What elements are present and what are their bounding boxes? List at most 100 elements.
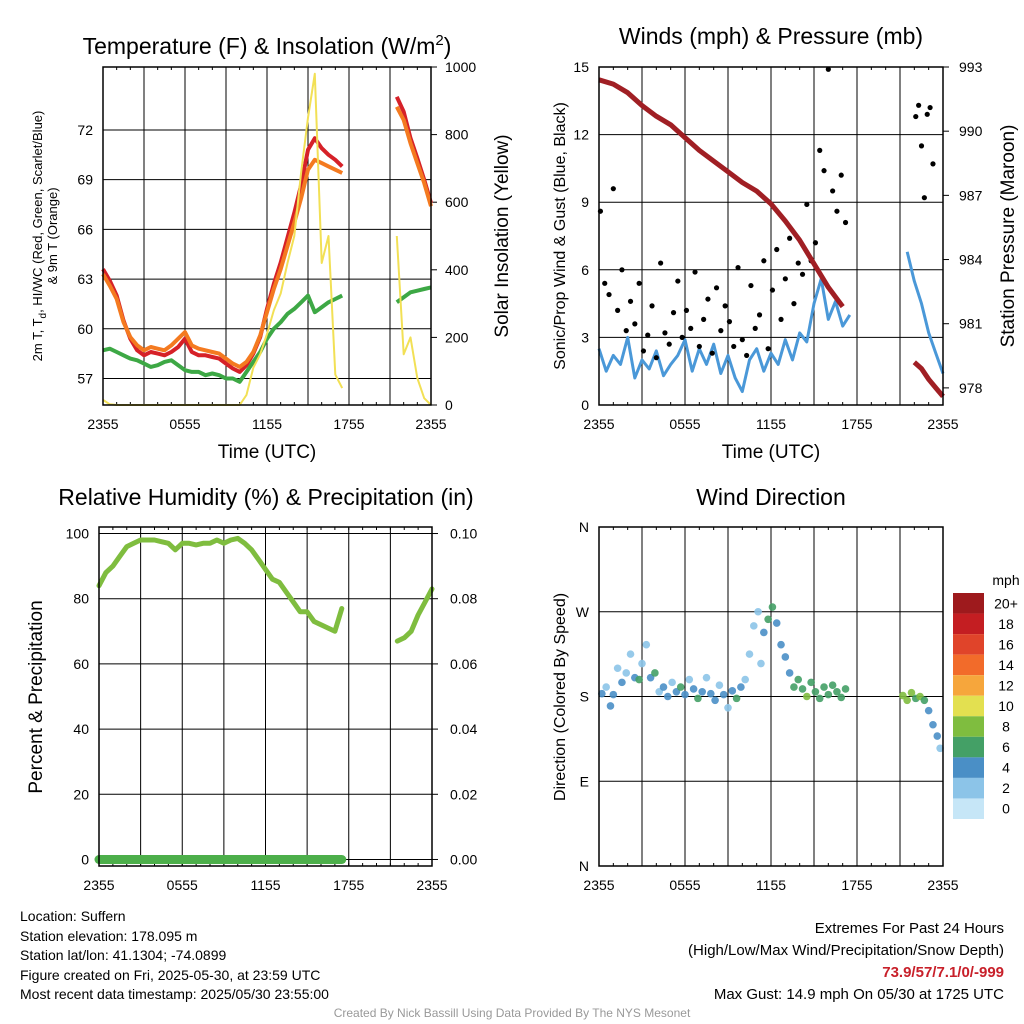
direction-point bbox=[689, 685, 698, 693]
gust-point bbox=[842, 219, 849, 226]
gust-point bbox=[744, 352, 750, 359]
x-tick-label: 1155 bbox=[252, 416, 282, 432]
y-axis-label-left: Percent & Precipitation bbox=[26, 600, 47, 793]
x-tick-label: 2355 bbox=[83, 877, 114, 893]
direction-point bbox=[659, 683, 668, 691]
direction-point bbox=[711, 696, 719, 705]
direction-point bbox=[707, 689, 715, 698]
direction-point bbox=[933, 732, 942, 740]
direction-point bbox=[781, 653, 790, 661]
x-axis-label: Time (UTC) bbox=[218, 442, 317, 463]
plot-border bbox=[598, 526, 944, 867]
y-tick-label: 57 bbox=[77, 370, 93, 386]
direction-point bbox=[837, 693, 846, 702]
series-gust bbox=[597, 66, 936, 361]
direction-point bbox=[664, 692, 672, 701]
y-right-tick-label: 0.02 bbox=[450, 786, 477, 802]
gust-point bbox=[834, 208, 840, 214]
gust-point bbox=[799, 271, 806, 277]
gust-point bbox=[812, 240, 819, 246]
y-tick-label: 63 bbox=[77, 271, 93, 287]
panel-1: 2355 0555 1155 1755 2355 57 60 63 66 69 72 0 200 400 6… bbox=[30, 32, 513, 463]
y-tick-label: 60 bbox=[77, 321, 93, 337]
x-tick-label: 0555 bbox=[167, 877, 198, 893]
colorbar-label: 12 bbox=[998, 677, 1014, 693]
y-right-tick-label: 990 bbox=[959, 123, 983, 139]
gust-point bbox=[615, 307, 621, 313]
max-gust-text: Max Gust: 14.9 mph On 05/30 at 1725 UTC bbox=[713, 986, 1004, 1003]
colorbar-swatch bbox=[953, 736, 984, 758]
gust-point bbox=[913, 113, 919, 120]
panel-2: 2355 0555 1155 1755 2355 0 3 6 9 12 15 978 981 984 987… bbox=[552, 23, 1019, 463]
gust-point bbox=[701, 316, 707, 322]
gust-point bbox=[921, 195, 927, 201]
direction-point bbox=[828, 681, 837, 689]
direction-point bbox=[790, 683, 798, 691]
gust-point bbox=[649, 303, 655, 309]
gust-point bbox=[640, 348, 647, 354]
gust-point bbox=[918, 143, 925, 149]
x-tick-label: 2355 bbox=[416, 877, 447, 893]
direction-point bbox=[694, 694, 702, 703]
gust-point bbox=[610, 186, 616, 192]
direction-point bbox=[626, 650, 635, 658]
gust-point bbox=[675, 278, 681, 284]
direction-point bbox=[622, 669, 631, 677]
y-right-tick-label: 0.00 bbox=[450, 851, 477, 867]
direction-point bbox=[741, 675, 749, 684]
x-axis-label: Time (UTC) bbox=[722, 442, 821, 463]
x-tick-label: 1755 bbox=[333, 416, 364, 432]
y-tick-label: 100 bbox=[66, 526, 90, 542]
y-axis-label-right: Solar Insolation (Yellow) bbox=[492, 134, 513, 337]
direction-point bbox=[811, 687, 820, 696]
gust-point bbox=[735, 264, 741, 271]
gust-point bbox=[821, 168, 827, 174]
direction-point bbox=[728, 687, 737, 695]
y-axis-label-left: 2m T, Td, HI/WC (Red, Green, Scarlet/Blu… bbox=[30, 111, 49, 362]
gust-point bbox=[696, 343, 702, 350]
direction-point bbox=[719, 690, 728, 699]
gust-point bbox=[632, 321, 638, 327]
y-tick-label: 66 bbox=[77, 221, 93, 237]
colorbar-label: 0 bbox=[1002, 801, 1010, 817]
y-tick-label: 72 bbox=[77, 122, 93, 138]
direction-point bbox=[803, 692, 811, 701]
colorbar-label: 8 bbox=[1002, 719, 1010, 735]
gust-point bbox=[705, 296, 711, 302]
series-t-d bbox=[102, 285, 432, 384]
colorbar-swatch bbox=[953, 593, 984, 614]
x-tick-label: 2355 bbox=[583, 416, 614, 432]
y-tick-label: 60 bbox=[73, 656, 89, 672]
gust-point bbox=[658, 260, 664, 266]
gust-point bbox=[927, 104, 933, 111]
gust-point bbox=[817, 147, 823, 153]
gust-point bbox=[782, 276, 788, 282]
colorbar-swatch bbox=[953, 654, 984, 676]
gust-point bbox=[726, 319, 733, 325]
direction-point bbox=[681, 690, 689, 699]
y-right-tick-label: 0.06 bbox=[450, 656, 477, 672]
y-tick-label: N bbox=[579, 519, 589, 535]
y-right-tick-label: 0.04 bbox=[450, 721, 477, 737]
gust-point bbox=[619, 267, 625, 273]
created-text: Figure created on Fri, 2025-05-30, at 23… bbox=[20, 966, 321, 983]
extremes-subtitle: (High/Low/Max Wind/Precipitation/Snow De… bbox=[688, 942, 1004, 959]
gust-point bbox=[627, 298, 634, 304]
series-9m-t bbox=[101, 105, 433, 369]
gust-point bbox=[748, 282, 754, 289]
colorbar-swatch bbox=[953, 716, 984, 737]
y-right-tick-label: 0 bbox=[445, 397, 453, 413]
x-tick-label: 1155 bbox=[756, 416, 786, 432]
y-tick-label: N bbox=[579, 858, 589, 874]
y-axis-label-left-line2: & 9m T (Orange) bbox=[45, 187, 60, 284]
direction-point bbox=[777, 640, 785, 649]
colorbar-swatch bbox=[953, 634, 984, 655]
y-tick-label: 15 bbox=[573, 59, 589, 75]
extremes-values: 73.9/57/7.1/0/-999 bbox=[882, 964, 1004, 981]
gust-point bbox=[623, 328, 629, 334]
direction-point bbox=[732, 694, 741, 703]
gust-point bbox=[756, 312, 763, 318]
chart-title: Temperature (F) & Insolation (W/m2) bbox=[83, 32, 452, 59]
gust-point bbox=[804, 201, 810, 208]
latlon-text: Station lat/lon: 41.1304; -74.0899 bbox=[20, 947, 227, 963]
